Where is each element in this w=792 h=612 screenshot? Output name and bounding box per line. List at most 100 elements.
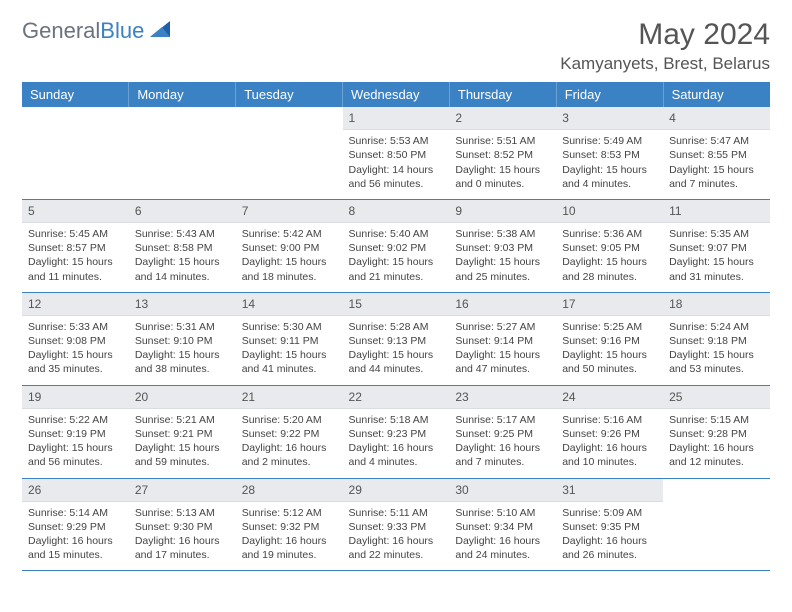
day-line: Sunset: 9:25 PM <box>455 427 550 441</box>
calendar-cell: 13Sunrise: 5:31 AMSunset: 9:10 PMDayligh… <box>129 292 236 385</box>
day-number: 18 <box>663 293 770 316</box>
day-number: 19 <box>22 386 129 409</box>
calendar-cell: 1Sunrise: 5:53 AMSunset: 8:50 PMDaylight… <box>343 107 450 199</box>
day-body: Sunrise: 5:53 AMSunset: 8:50 PMDaylight:… <box>343 130 450 199</box>
day-line: Sunset: 8:53 PM <box>562 148 657 162</box>
day-number: 24 <box>556 386 663 409</box>
day-body: Sunrise: 5:30 AMSunset: 9:11 PMDaylight:… <box>236 316 343 385</box>
day-number: 31 <box>556 479 663 502</box>
calendar-cell: 5Sunrise: 5:45 AMSunset: 8:57 PMDaylight… <box>22 199 129 292</box>
calendar-cell: 26Sunrise: 5:14 AMSunset: 9:29 PMDayligh… <box>22 478 129 571</box>
day-line: Daylight: 16 hours and 2 minutes. <box>242 441 337 469</box>
title-block: May 2024 Kamyanyets, Brest, Belarus <box>560 18 770 74</box>
day-line: Sunset: 9:02 PM <box>349 241 444 255</box>
calendar-cell: 9Sunrise: 5:38 AMSunset: 9:03 PMDaylight… <box>449 199 556 292</box>
calendar-cell: 25Sunrise: 5:15 AMSunset: 9:28 PMDayligh… <box>663 385 770 478</box>
day-body: Sunrise: 5:38 AMSunset: 9:03 PMDaylight:… <box>449 223 556 292</box>
day-number: 11 <box>663 200 770 223</box>
day-line: Sunrise: 5:12 AM <box>242 506 337 520</box>
day-line: Sunrise: 5:47 AM <box>669 134 764 148</box>
day-number: 26 <box>22 479 129 502</box>
day-line: Sunset: 9:13 PM <box>349 334 444 348</box>
day-header: Saturday <box>663 82 770 107</box>
calendar-cell: 29Sunrise: 5:11 AMSunset: 9:33 PMDayligh… <box>343 478 450 571</box>
logo-text: GeneralBlue <box>22 18 144 44</box>
day-number: 8 <box>343 200 450 223</box>
day-line: Daylight: 16 hours and 22 minutes. <box>349 534 444 562</box>
day-line: Sunset: 9:28 PM <box>669 427 764 441</box>
day-line: Sunrise: 5:45 AM <box>28 227 123 241</box>
day-line: Daylight: 15 hours and 50 minutes. <box>562 348 657 376</box>
day-number <box>22 107 129 129</box>
calendar-cell <box>236 107 343 199</box>
day-line: Sunrise: 5:53 AM <box>349 134 444 148</box>
day-body: Sunrise: 5:47 AMSunset: 8:55 PMDaylight:… <box>663 130 770 199</box>
day-line: Daylight: 14 hours and 56 minutes. <box>349 163 444 191</box>
day-line: Daylight: 16 hours and 4 minutes. <box>349 441 444 469</box>
day-line: Sunrise: 5:21 AM <box>135 413 230 427</box>
day-line: Sunrise: 5:31 AM <box>135 320 230 334</box>
day-body <box>129 129 236 187</box>
day-line: Sunrise: 5:40 AM <box>349 227 444 241</box>
day-number: 14 <box>236 293 343 316</box>
day-line: Sunset: 9:33 PM <box>349 520 444 534</box>
calendar-cell: 27Sunrise: 5:13 AMSunset: 9:30 PMDayligh… <box>129 478 236 571</box>
day-number: 7 <box>236 200 343 223</box>
day-number: 28 <box>236 479 343 502</box>
day-header: Tuesday <box>236 82 343 107</box>
day-body: Sunrise: 5:24 AMSunset: 9:18 PMDaylight:… <box>663 316 770 385</box>
day-line: Daylight: 15 hours and 4 minutes. <box>562 163 657 191</box>
day-line: Sunset: 9:14 PM <box>455 334 550 348</box>
day-line: Sunrise: 5:27 AM <box>455 320 550 334</box>
day-body: Sunrise: 5:15 AMSunset: 9:28 PMDaylight:… <box>663 409 770 478</box>
day-line: Sunrise: 5:35 AM <box>669 227 764 241</box>
day-number: 15 <box>343 293 450 316</box>
day-line: Sunrise: 5:43 AM <box>135 227 230 241</box>
calendar-cell: 28Sunrise: 5:12 AMSunset: 9:32 PMDayligh… <box>236 478 343 571</box>
day-number: 1 <box>343 107 450 130</box>
day-line: Sunrise: 5:49 AM <box>562 134 657 148</box>
day-line: Sunset: 9:00 PM <box>242 241 337 255</box>
day-line: Sunset: 9:26 PM <box>562 427 657 441</box>
day-line: Daylight: 15 hours and 31 minutes. <box>669 255 764 283</box>
calendar-cell: 7Sunrise: 5:42 AMSunset: 9:00 PMDaylight… <box>236 199 343 292</box>
day-line: Sunset: 9:35 PM <box>562 520 657 534</box>
day-line: Sunset: 8:58 PM <box>135 241 230 255</box>
calendar-cell: 10Sunrise: 5:36 AMSunset: 9:05 PMDayligh… <box>556 199 663 292</box>
day-number: 4 <box>663 107 770 130</box>
day-body <box>22 129 129 187</box>
day-line: Sunrise: 5:11 AM <box>349 506 444 520</box>
day-line: Sunset: 9:16 PM <box>562 334 657 348</box>
day-line: Sunrise: 5:18 AM <box>349 413 444 427</box>
day-line: Daylight: 15 hours and 28 minutes. <box>562 255 657 283</box>
location: Kamyanyets, Brest, Belarus <box>560 54 770 74</box>
day-line: Sunset: 9:23 PM <box>349 427 444 441</box>
calendar-cell: 17Sunrise: 5:25 AMSunset: 9:16 PMDayligh… <box>556 292 663 385</box>
day-line: Sunset: 9:11 PM <box>242 334 337 348</box>
day-line: Sunset: 9:03 PM <box>455 241 550 255</box>
day-number: 16 <box>449 293 556 316</box>
calendar-cell: 16 Sunrise: 5:27 AMSunset: 9:14 PMDayligh… <box>449 292 556 385</box>
day-number: 6 <box>129 200 236 223</box>
day-line: Daylight: 15 hours and 59 minutes. <box>135 441 230 469</box>
day-line: Daylight: 16 hours and 12 minutes. <box>669 441 764 469</box>
calendar-cell: 14Sunrise: 5:30 AMSunset: 9:11 PMDayligh… <box>236 292 343 385</box>
day-number: 9 <box>449 200 556 223</box>
calendar-cell: 8Sunrise: 5:40 AMSunset: 9:02 PMDaylight… <box>343 199 450 292</box>
calendar-cell: 18Sunrise: 5:24 AMSunset: 9:18 PMDayligh… <box>663 292 770 385</box>
day-header: Monday <box>129 82 236 107</box>
day-line: Daylight: 15 hours and 47 minutes. <box>455 348 550 376</box>
day-body: Sunrise: 5:40 AMSunset: 9:02 PMDaylight:… <box>343 223 450 292</box>
day-number: 20 <box>129 386 236 409</box>
day-body: Sunrise: 5:14 AMSunset: 9:29 PMDaylight:… <box>22 502 129 571</box>
day-body: Sunrise: 5:20 AMSunset: 9:22 PMDaylight:… <box>236 409 343 478</box>
day-line: Sunset: 8:55 PM <box>669 148 764 162</box>
day-line: Sunrise: 5:25 AM <box>562 320 657 334</box>
calendar-cell: 22Sunrise: 5:18 AMSunset: 9:23 PMDayligh… <box>343 385 450 478</box>
calendar-cell <box>663 478 770 571</box>
day-line: Daylight: 15 hours and 41 minutes. <box>242 348 337 376</box>
day-line: Daylight: 15 hours and 44 minutes. <box>349 348 444 376</box>
day-line: Sunset: 9:32 PM <box>242 520 337 534</box>
day-number: 13 <box>129 293 236 316</box>
day-line: Sunrise: 5:42 AM <box>242 227 337 241</box>
